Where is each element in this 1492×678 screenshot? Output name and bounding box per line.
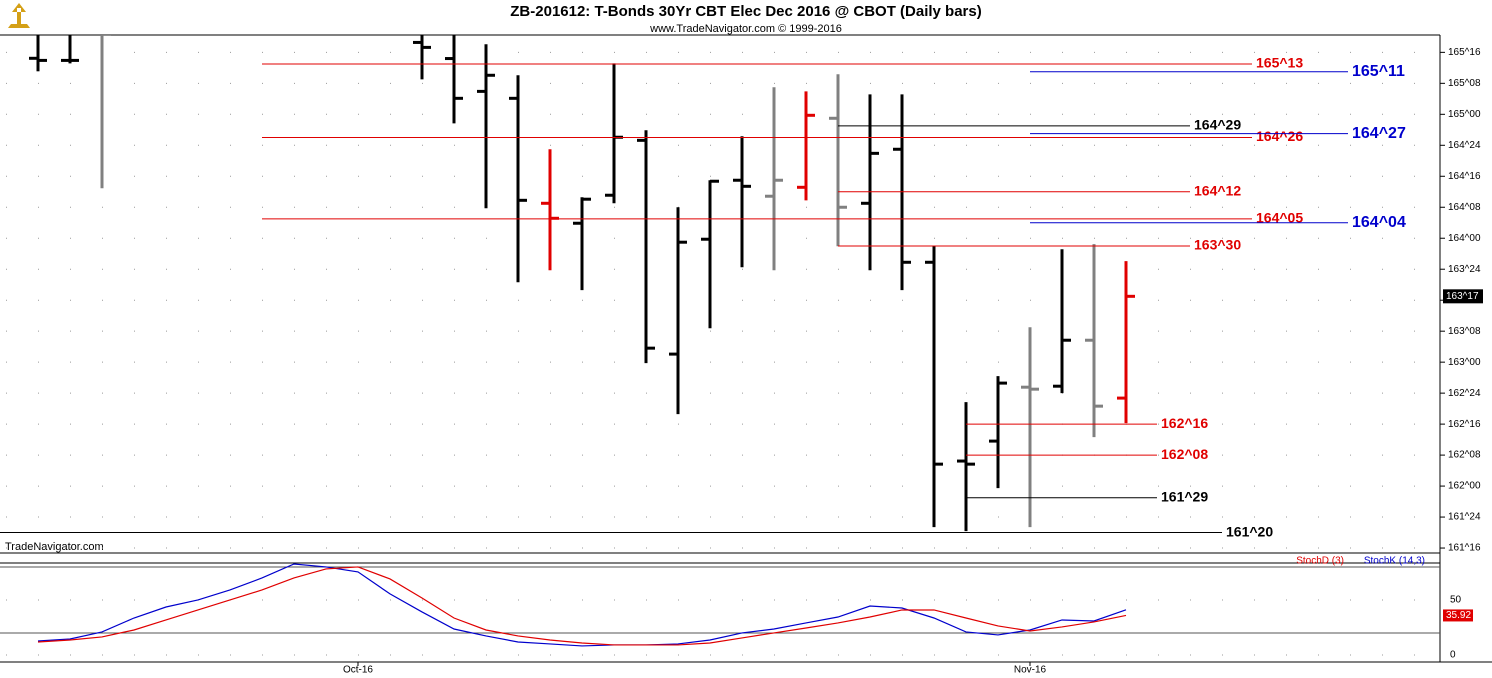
y-tick-label: 161^24: [1448, 512, 1481, 523]
chart-subtitle: www.TradeNavigator.com © 1999-2016: [649, 23, 842, 35]
y-tick-label: 165^00: [1448, 109, 1481, 120]
watermark: TradeNavigator.com: [5, 541, 104, 553]
level-label: 165^11: [1352, 63, 1405, 80]
y-tick-label: 164^24: [1448, 140, 1481, 151]
legend-item: StochK (14,3): [1364, 556, 1425, 567]
value-tag: [1443, 609, 1473, 622]
y-tick-label: 162^00: [1448, 481, 1481, 492]
level-label: 161^29: [1161, 488, 1208, 504]
level-label: 162^08: [1161, 446, 1208, 462]
y-tick-label: 162^16: [1448, 419, 1481, 430]
logo: [8, 3, 30, 28]
y-tick-label: 163^24: [1448, 264, 1481, 275]
level-label: 163^30: [1194, 237, 1241, 253]
y-tick-label: 164^00: [1448, 233, 1481, 244]
level-label: 164^26: [1256, 128, 1303, 144]
stoch-line: [37, 566, 1127, 646]
y-tick-label: 165^16: [1448, 47, 1481, 58]
level-label: 164^12: [1194, 182, 1241, 198]
level-label: 161^20: [1226, 523, 1273, 539]
stoch-line: [37, 563, 1127, 647]
price-panel: [6, 35, 1440, 549]
level-label: 165^13: [1256, 55, 1303, 71]
y-tick-label: 162^24: [1448, 388, 1481, 399]
chart-title: ZB-201612: T-Bonds 30Yr CBT Elec Dec 201…: [510, 3, 981, 20]
level-label: 162^16: [1161, 415, 1208, 431]
level-label: 164^04: [1352, 214, 1406, 231]
y-tick-label: 162^08: [1448, 450, 1481, 461]
y-tick-label: 163^08: [1448, 326, 1481, 337]
level-label: 164^27: [1352, 125, 1406, 142]
x-tick-label: Nov-16: [1014, 665, 1047, 676]
y-tick-label: 161^16: [1448, 543, 1481, 554]
y-tick-label: 164^16: [1448, 171, 1481, 182]
price-tag-label: 163^17: [1446, 291, 1479, 302]
y-tick-label: 163^00: [1448, 357, 1481, 368]
y-tick-label: 165^08: [1448, 78, 1481, 89]
level-label: 164^05: [1256, 210, 1303, 226]
legend-item: StochD (3): [1296, 556, 1344, 567]
y-tick-label: 50: [1450, 595, 1462, 606]
x-tick-label: Oct-16: [343, 665, 373, 676]
value-tag-label: 35.92: [1446, 610, 1471, 621]
y-tick-label: 164^08: [1448, 202, 1481, 213]
level-label: 164^29: [1194, 117, 1241, 133]
y-tick-label: 0: [1450, 650, 1456, 661]
price-tag: [1443, 289, 1483, 304]
